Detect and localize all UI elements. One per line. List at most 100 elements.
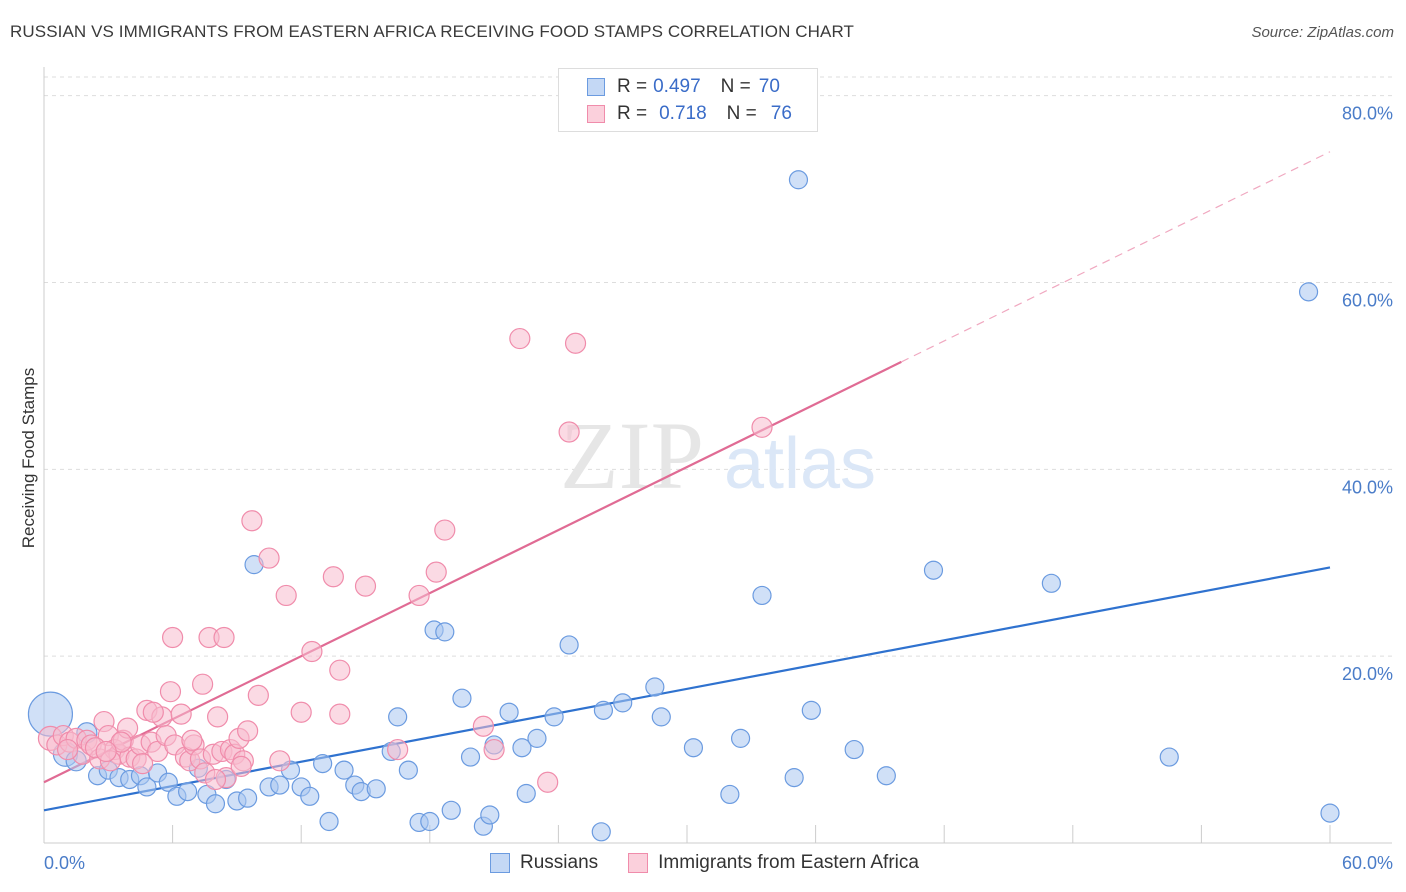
point-immigrants bbox=[237, 720, 259, 742]
point-immigrants bbox=[230, 755, 252, 778]
point-russians bbox=[1320, 803, 1340, 823]
point-immigrants bbox=[290, 701, 312, 723]
point-immigrants bbox=[275, 584, 297, 607]
point-immigrants bbox=[564, 332, 587, 354]
point-immigrants bbox=[408, 584, 430, 607]
legend-r-label: R = bbox=[617, 76, 648, 97]
point-russians bbox=[651, 707, 671, 727]
point-russians bbox=[270, 775, 290, 795]
point-russians bbox=[1159, 747, 1179, 767]
point-russians bbox=[205, 794, 226, 814]
point-russians bbox=[334, 760, 354, 780]
point-russians bbox=[512, 738, 532, 758]
point-russians bbox=[527, 728, 547, 748]
trend-line-immigrants-extension bbox=[901, 151, 1331, 363]
legend-n-label: N = bbox=[720, 76, 751, 97]
series-swatch-russians bbox=[490, 853, 510, 873]
point-immigrants bbox=[131, 752, 154, 775]
y-tick-label: 60.0% bbox=[1342, 291, 1393, 311]
point-russians bbox=[313, 753, 333, 774]
point-russians bbox=[683, 738, 704, 758]
point-russians bbox=[460, 747, 481, 767]
point-immigrants bbox=[204, 768, 227, 791]
point-russians bbox=[238, 788, 258, 808]
point-immigrants bbox=[537, 771, 559, 793]
point-russians bbox=[452, 688, 472, 708]
legend-row-immigrants: R = 0.718 N = 76 bbox=[587, 102, 792, 126]
point-immigrants bbox=[241, 510, 263, 532]
point-immigrants bbox=[207, 706, 229, 728]
point-russians bbox=[593, 700, 614, 720]
legend-r-value: 0.497 bbox=[653, 76, 701, 97]
point-russians bbox=[730, 728, 751, 748]
watermark-atlas: atlas bbox=[724, 424, 876, 504]
y-tick-label: 80.0% bbox=[1342, 104, 1393, 124]
series-swatch-immigrants bbox=[628, 853, 649, 873]
point-russians bbox=[441, 800, 461, 820]
y-tick-label: 20.0% bbox=[1342, 664, 1393, 684]
point-russians bbox=[645, 677, 665, 697]
point-russians bbox=[801, 700, 821, 720]
point-immigrants bbox=[322, 566, 344, 588]
point-russians bbox=[366, 779, 386, 799]
trend-line-russians bbox=[43, 566, 1331, 812]
point-immigrants bbox=[213, 626, 235, 649]
axis-labels: 20.0% 40.0% 60.0% 80.0% 0.0% 60.0% Receiving F… bbox=[19, 104, 1393, 873]
watermark: ZIP atlas bbox=[560, 402, 876, 509]
point-immigrants bbox=[142, 701, 164, 723]
legend-n-value: 76 bbox=[770, 103, 792, 124]
point-immigrants bbox=[192, 673, 214, 695]
point-immigrants bbox=[387, 738, 409, 761]
point-russians bbox=[158, 772, 178, 792]
point-immigrants bbox=[483, 738, 505, 761]
point-russians bbox=[591, 822, 611, 842]
point-immigrants bbox=[751, 416, 773, 438]
correlation-legend: R = 0.497 N = 70 R = 0.718 N = 76 bbox=[558, 68, 818, 132]
y-tick-label: 40.0% bbox=[1342, 477, 1393, 497]
legend-swatch-russians bbox=[587, 78, 605, 96]
legend-swatch-immigrants bbox=[587, 105, 605, 123]
data-points bbox=[27, 170, 1340, 842]
point-russians bbox=[876, 766, 896, 786]
point-russians bbox=[435, 622, 455, 642]
point-russians bbox=[559, 635, 579, 655]
legend-row-russians: R = 0.497 N = 70 bbox=[587, 75, 780, 99]
y-axis-label: Receiving Food Stamps bbox=[19, 368, 38, 548]
point-russians bbox=[499, 702, 519, 722]
chart-source: Source: ZipAtlas.com bbox=[1251, 24, 1394, 41]
point-immigrants bbox=[558, 421, 580, 443]
point-russians bbox=[1041, 573, 1061, 593]
point-russians bbox=[319, 811, 339, 832]
point-immigrants bbox=[329, 703, 351, 725]
point-immigrants bbox=[472, 715, 494, 737]
series-legend-russians: Russians bbox=[490, 852, 598, 874]
point-russians bbox=[784, 768, 804, 788]
series-name-immigrants: Immigrants from Eastern Africa bbox=[658, 852, 919, 873]
point-russians bbox=[752, 585, 772, 606]
point-russians bbox=[516, 783, 536, 804]
point-russians bbox=[398, 760, 418, 780]
watermark-zip: ZIP bbox=[560, 402, 704, 509]
point-immigrants bbox=[162, 626, 184, 649]
point-russians bbox=[720, 784, 740, 805]
point-russians bbox=[788, 170, 809, 190]
point-russians bbox=[1298, 282, 1319, 302]
point-immigrants bbox=[269, 750, 291, 772]
series-legend-immigrants: Immigrants from Eastern Africa bbox=[628, 852, 919, 874]
legend-r-label: R = bbox=[617, 103, 648, 124]
legend-r-value: 0.718 bbox=[659, 103, 707, 124]
point-russians bbox=[844, 739, 864, 760]
point-immigrants bbox=[301, 640, 323, 663]
point-immigrants bbox=[354, 575, 377, 597]
point-russians bbox=[923, 560, 944, 580]
series-name-russians: Russians bbox=[520, 852, 599, 873]
point-immigrants bbox=[509, 327, 531, 350]
point-immigrants bbox=[56, 738, 79, 761]
point-immigrants bbox=[425, 561, 447, 583]
x-tick-label: 60.0% bbox=[1342, 853, 1393, 873]
point-immigrants bbox=[170, 703, 192, 725]
series-legend: Russians Immigrants from Eastern Africa bbox=[490, 852, 949, 874]
point-immigrants bbox=[247, 684, 269, 707]
chart-title: RUSSIAN VS IMMIGRANTS FROM EASTERN AFRIC… bbox=[10, 22, 855, 41]
